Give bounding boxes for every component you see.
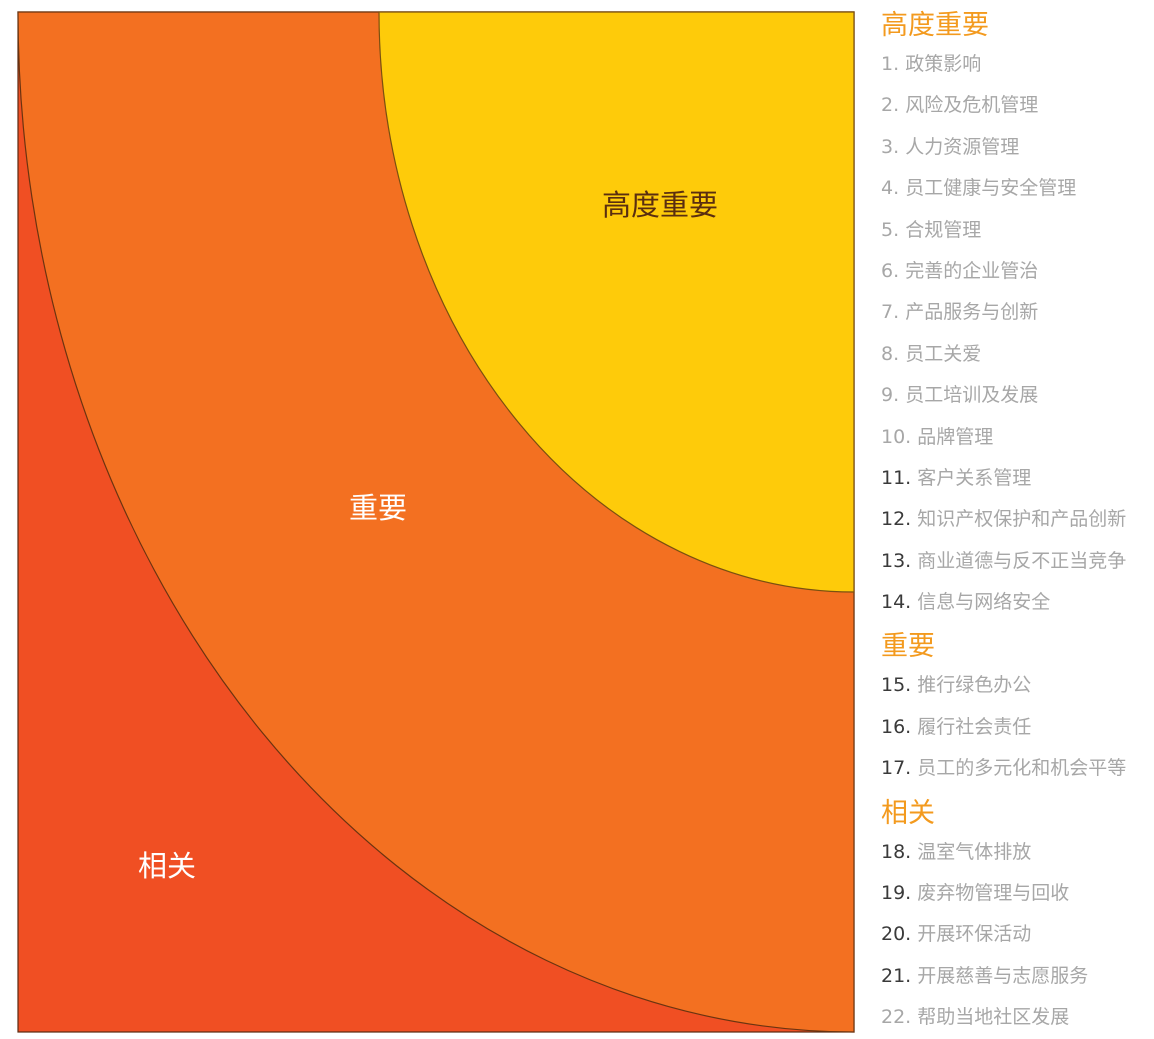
legend-item: 8. 员工关爱 bbox=[881, 334, 1153, 375]
legend: 高度重要 1. 政策影响 2. 风险及危机管理 3. 人力资源管理 4. 员工健康与安全… bbox=[881, 8, 1153, 1039]
legend-group-title-relevant: 相关 bbox=[881, 797, 935, 829]
legend-item-number: 8. bbox=[881, 342, 900, 365]
legend-item-number: 6. bbox=[881, 259, 900, 282]
legend-item-number: 22. bbox=[881, 1006, 912, 1029]
legend-item-number: 2. bbox=[881, 94, 900, 117]
legend-item-text: 开展慈善与志愿服务 bbox=[917, 964, 1089, 987]
legend-item-text: 履行社会责任 bbox=[917, 715, 1032, 738]
legend-item: 10. 品牌管理 bbox=[881, 417, 1153, 458]
legend-item-number: 9. bbox=[881, 384, 900, 407]
legend-group-title-highly-important: 高度重要 bbox=[881, 10, 989, 41]
legend-item-text: 温室气体排放 bbox=[917, 840, 1032, 863]
legend-item-number: 1. bbox=[881, 53, 900, 75]
legend-item: 19. 废弃物管理与回收 bbox=[881, 873, 1153, 914]
zone-label-highly-important: 高度重要 bbox=[602, 188, 718, 222]
legend-item-number: 11. bbox=[881, 466, 912, 489]
legend-item-text: 合规管理 bbox=[905, 218, 982, 241]
legend-item-text: 员工关爱 bbox=[905, 342, 982, 365]
legend-item: 21. 开展慈善与志愿服务 bbox=[881, 956, 1153, 997]
legend-item-number: 17. bbox=[881, 757, 912, 780]
legend-item: 20. 开展环保活动 bbox=[881, 914, 1153, 955]
legend-item: 15. 推行绿色办公 bbox=[881, 665, 1153, 706]
legend-item: 5. 合规管理 bbox=[881, 210, 1153, 251]
zone-label-relevant: 相关 bbox=[138, 849, 196, 883]
zone-label-important: 重要 bbox=[349, 491, 407, 525]
legend-item-text: 帮助当地社区发展 bbox=[917, 1006, 1070, 1029]
legend-item: 6. 完善的企业管治 bbox=[881, 251, 1153, 292]
legend-item-text: 信息与网络安全 bbox=[917, 591, 1051, 614]
legend-item-number: 4. bbox=[881, 177, 900, 200]
legend-item-number: 14. bbox=[881, 591, 912, 614]
legend-item: 1. 政策影响 bbox=[881, 44, 1153, 85]
legend-item: 12. 知识产权保护和产品创新 bbox=[881, 499, 1153, 540]
legend-item: 22. 帮助当地社区发展 bbox=[881, 997, 1153, 1038]
legend-item-number: 3. bbox=[881, 135, 900, 158]
legend-item-text: 产品服务与创新 bbox=[905, 301, 1039, 324]
legend-item-text: 客户关系管理 bbox=[917, 466, 1032, 489]
legend-item-number: 20. bbox=[881, 923, 912, 946]
legend-item-number: 13. bbox=[881, 549, 912, 572]
legend-item: 18. 温室气体排放 bbox=[881, 832, 1153, 873]
legend-item-text: 完善的企业管治 bbox=[905, 259, 1039, 282]
legend-item-text: 开展环保活动 bbox=[917, 923, 1032, 946]
legend-item-text: 推行绿色办公 bbox=[917, 674, 1032, 697]
legend-item: 17. 员工的多元化和机会平等 bbox=[881, 748, 1153, 789]
legend-item-number: 21. bbox=[881, 964, 912, 987]
legend-item-number: 7. bbox=[881, 301, 900, 324]
legend-item-text: 知识产权保护和产品创新 bbox=[917, 508, 1127, 531]
legend-item-number: 12. bbox=[881, 508, 912, 531]
legend-item-number: 18. bbox=[881, 840, 912, 863]
legend-item: 7. 产品服务与创新 bbox=[881, 292, 1153, 333]
legend-item: 14. 信息与网络安全 bbox=[881, 582, 1153, 623]
zone-highly-important-area bbox=[378, 11, 855, 593]
legend-item-text: 员工的多元化和机会平等 bbox=[917, 757, 1127, 780]
legend-item-text: 风险及危机管理 bbox=[905, 94, 1039, 117]
legend-item-text: 人力资源管理 bbox=[905, 135, 1020, 158]
legend-item-number: 19. bbox=[881, 882, 912, 905]
legend-item: 3. 人力资源管理 bbox=[881, 127, 1153, 168]
legend-item-number: 5. bbox=[881, 218, 900, 241]
legend-item: 16. 履行社会责任 bbox=[881, 707, 1153, 748]
legend-item: 4. 员工健康与安全管理 bbox=[881, 168, 1153, 209]
legend-item-text: 员工健康与安全管理 bbox=[905, 177, 1077, 200]
legend-item: 9. 员工培训及发展 bbox=[881, 375, 1153, 416]
legend-item: 13. 商业道德与反不正当竞争 bbox=[881, 541, 1153, 582]
legend-item-text: 商业道德与反不正当竞争 bbox=[917, 549, 1127, 572]
legend-item-text: 政策影响 bbox=[905, 53, 982, 75]
materiality-diagram: 高度重要 重要 相关 bbox=[17, 11, 855, 1033]
legend-item: 11. 客户关系管理 bbox=[881, 458, 1153, 499]
legend-group-title-important: 重要 bbox=[881, 631, 935, 663]
legend-item-number: 15. bbox=[881, 674, 912, 697]
legend-item-number: 10. bbox=[881, 425, 912, 448]
legend-item-number: 16. bbox=[881, 715, 912, 738]
legend-item-text: 品牌管理 bbox=[917, 425, 994, 448]
legend-item-text: 员工培训及发展 bbox=[905, 384, 1039, 407]
legend-item-text: 废弃物管理与回收 bbox=[917, 882, 1070, 905]
legend-item: 2. 风险及危机管理 bbox=[881, 85, 1153, 126]
